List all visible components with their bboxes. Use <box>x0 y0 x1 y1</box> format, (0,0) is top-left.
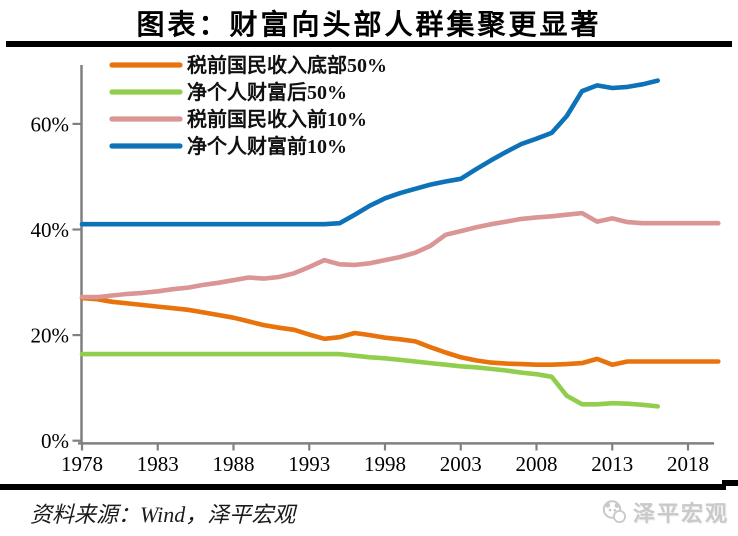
chart-series <box>79 78 721 409</box>
x-axis-tick-label: 1988 <box>213 452 255 476</box>
x-axis-tick-label: 1998 <box>364 452 406 476</box>
top-divider-rule <box>6 41 732 47</box>
axis-ticks: 0% 20% 40% 60% 1978 1983 1988 1993 1998 2003 2008 2… <box>31 112 710 476</box>
legend-label-net-wealth-bottom50: 净个人财富后50% <box>187 80 347 104</box>
chart-title: 图表：财富向头部人群集聚更显著 <box>136 10 602 41</box>
x-axis-tick-label: 1978 <box>61 452 103 476</box>
source-note: 资料来源：Wind，泽平宏观 <box>30 502 296 527</box>
chart-legend: 税前国民收入底部50% 净个人财富后50% 税前国民收入前10% 净个人财富前10% <box>109 53 387 158</box>
y-axis-tick-label: 60% <box>31 112 70 136</box>
x-axis-tick-label: 2018 <box>667 452 709 476</box>
x-axis-tick-label: 2003 <box>440 452 482 476</box>
x-axis-tick-label: 2008 <box>516 452 558 476</box>
bottom-divider-rule <box>0 484 726 490</box>
bottom-divider-notch <box>722 480 738 486</box>
y-axis-tick-label: 20% <box>31 324 70 348</box>
series-line-pretax-income-top10 <box>79 210 721 300</box>
y-axis-tick-label: 40% <box>31 218 70 242</box>
brand-name: 泽平宏观 <box>633 501 730 526</box>
series-line-net-wealth-bottom50 <box>79 351 661 409</box>
series-line-pretax-income-bottom50 <box>79 295 721 368</box>
panda-chat-logo-icon <box>602 500 626 523</box>
x-axis-tick-label: 2013 <box>591 452 633 476</box>
legend-label-pretax-income-top10: 税前国民收入前10% <box>187 107 367 131</box>
series-line-net-wealth-top10 <box>79 78 661 227</box>
brand-watermark: 泽平宏观 <box>601 496 729 528</box>
legend-label-net-wealth-top10: 净个人财富前10% <box>187 134 347 158</box>
legend-label-pretax-income-bottom50: 税前国民收入底部50% <box>187 53 387 77</box>
y-axis-tick-label: 0% <box>41 429 69 453</box>
x-axis-tick-label: 1983 <box>137 452 179 476</box>
x-axis-tick-label: 1993 <box>288 452 330 476</box>
